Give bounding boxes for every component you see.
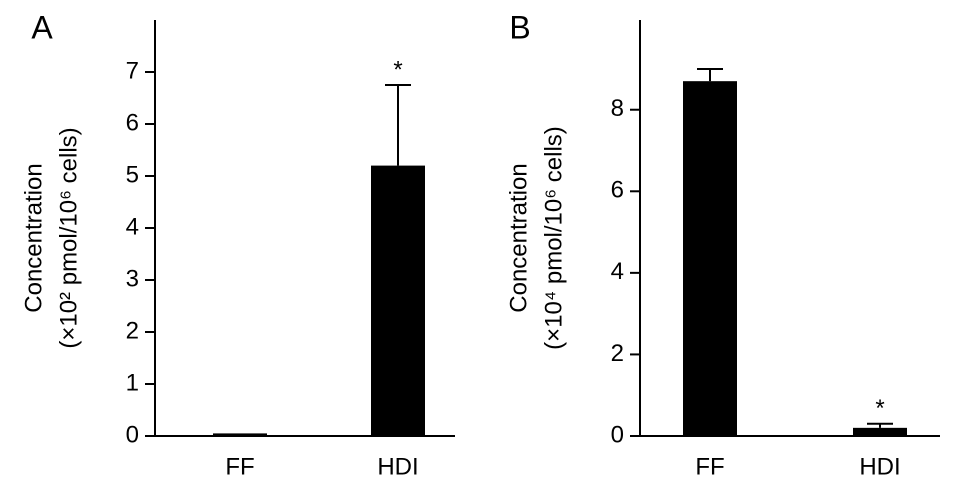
x-tick-label: HDI [377, 453, 418, 480]
bar [213, 433, 267, 436]
y-tick-label: 2 [126, 317, 139, 344]
y-axis-label: Concentration [20, 163, 47, 312]
y-tick-label: 1 [126, 369, 139, 396]
y-axis-label: Concentration [505, 163, 532, 312]
y-tick-label: 4 [611, 258, 624, 285]
y-tick-label: 2 [611, 340, 624, 367]
bar [371, 165, 425, 436]
significance-mark: * [875, 395, 884, 422]
significance-mark: * [393, 56, 402, 83]
y-axis-label: (×10⁴ pmol/10⁶ cells) [540, 126, 567, 350]
x-tick-label: HDI [859, 453, 900, 480]
y-tick-label: 6 [126, 109, 139, 136]
y-tick-label: 8 [611, 95, 624, 122]
y-tick-label: 7 [126, 57, 139, 84]
y-tick-label: 6 [611, 177, 624, 204]
panel-label: A [31, 9, 53, 45]
x-tick-label: FF [695, 453, 724, 480]
y-tick-label: 0 [611, 421, 624, 448]
y-tick-label: 3 [126, 265, 139, 292]
y-tick-label: 4 [126, 213, 139, 240]
y-axis-label: (×10² pmol/10⁶ cells) [55, 127, 82, 348]
y-tick-label: 0 [126, 421, 139, 448]
bar [853, 427, 907, 436]
y-tick-label: 5 [126, 161, 139, 188]
x-tick-label: FF [225, 453, 254, 480]
bar [683, 81, 737, 437]
panel-label: B [509, 9, 530, 45]
